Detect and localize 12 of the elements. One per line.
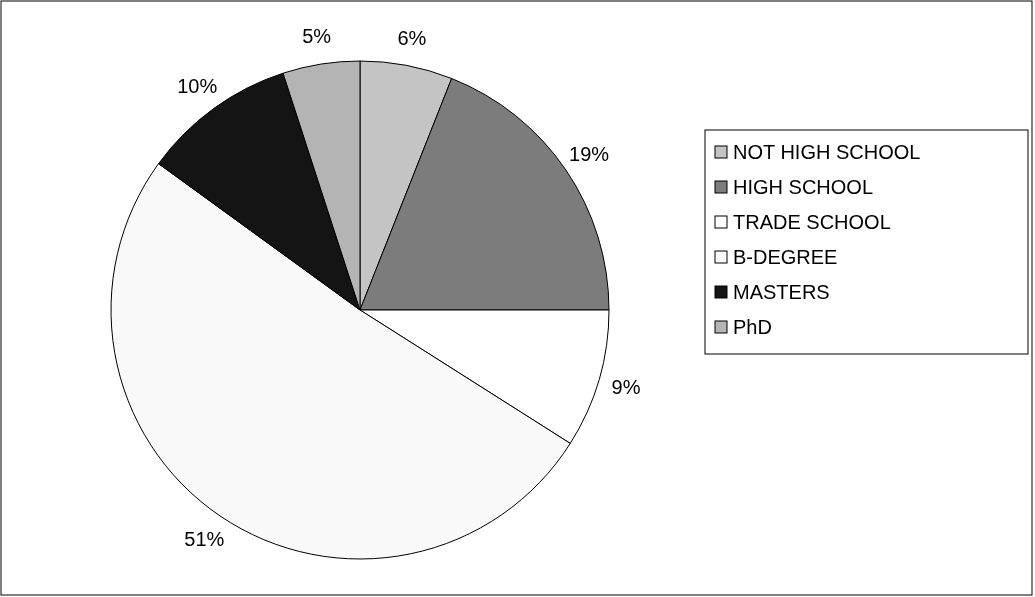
legend-label: PhD	[733, 316, 772, 338]
legend-label: TRADE SCHOOL	[733, 211, 891, 233]
data-label: 9%	[611, 376, 641, 399]
legend-label: NOT HIGH SCHOOL	[733, 141, 921, 163]
data-label: 5%	[302, 25, 332, 48]
legend-label: HIGH SCHOOL	[733, 176, 874, 198]
data-label: 19%	[569, 143, 610, 166]
data-label: 10%	[177, 74, 218, 97]
legend-label: B-DEGREE	[733, 246, 838, 268]
data-label: 51%	[184, 528, 225, 551]
legend-label: MASTERS	[733, 281, 830, 303]
data-label: 6%	[397, 26, 427, 49]
